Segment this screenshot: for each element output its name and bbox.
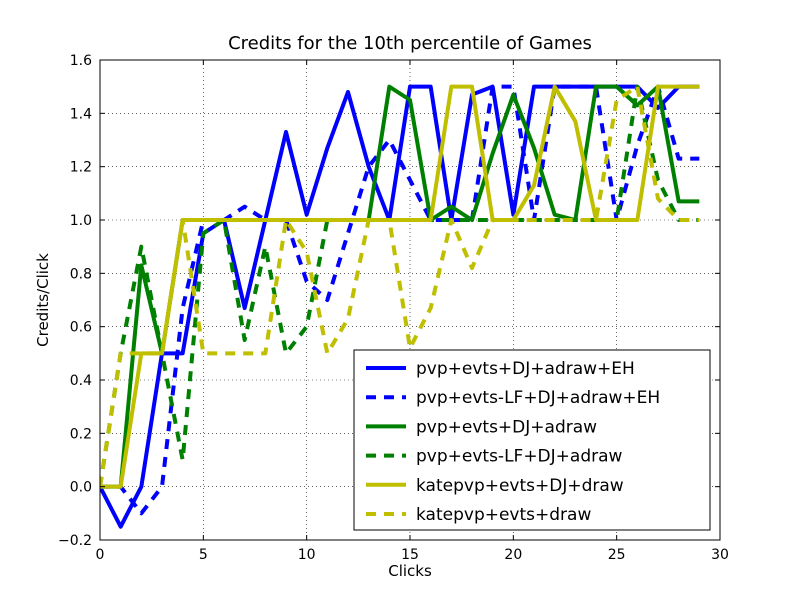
legend-label-5: katepvp+evts+DJ+draw <box>416 476 624 496</box>
y-tick-label: 0.6 <box>70 320 92 336</box>
legend-label-3: pvp+evts+DJ+adraw <box>416 417 597 437</box>
tick-labels: 0 5 10 15 20 25 30 −0.2 0.0 0.2 0.4 0.6 0.8 1.0 1.2 1.4… <box>58 53 729 563</box>
x-tick-label: 20 <box>504 547 522 563</box>
series-line-5 <box>100 84 700 489</box>
y-tick-label: −0.2 <box>58 533 92 549</box>
x-tick-label: 25 <box>608 547 626 563</box>
series-line-6 <box>100 84 700 487</box>
y-tick-label: 1.6 <box>70 53 92 69</box>
x-tick-label: 30 <box>711 547 729 563</box>
axes <box>99 59 721 541</box>
x-tick-label: 5 <box>199 547 208 563</box>
y-tick-label: 0.0 <box>70 480 92 496</box>
y-tick-label: 0.2 <box>70 426 92 442</box>
legend-label-4: pvp+evts-LF+DJ+adraw <box>416 447 623 467</box>
y-axis-title: Credits/Click <box>34 253 52 347</box>
y-tick-label: 1.4 <box>70 106 92 122</box>
legend-box <box>353 349 711 531</box>
y-tick-label: 0.4 <box>70 373 92 389</box>
x-axis-title: Clicks <box>388 562 432 580</box>
y-tick-label: 1.2 <box>70 160 92 176</box>
x-tick-label: 10 <box>298 547 316 563</box>
legend: pvp+evts+DJ+adraw+EH pvp+evts-LF+DJ+adraw… <box>353 349 711 531</box>
x-tick-label: 15 <box>401 547 419 563</box>
legend-label-1: pvp+evts+DJ+adraw+EH <box>416 359 635 379</box>
legend-label-6: katepvp+evts+draw <box>416 505 591 525</box>
y-tick-label: 0.8 <box>70 266 92 282</box>
chart-title: Credits for the 10th percentile of Games <box>228 33 592 54</box>
legend-label-2: pvp+evts-LF+DJ+adraw+EH <box>416 388 660 408</box>
series-line-4 <box>100 84 700 487</box>
series-line-2 <box>100 84 700 516</box>
x-tick-label: 0 <box>96 547 105 563</box>
y-tick-label: 1.0 <box>70 213 92 229</box>
series-lines <box>100 84 700 529</box>
